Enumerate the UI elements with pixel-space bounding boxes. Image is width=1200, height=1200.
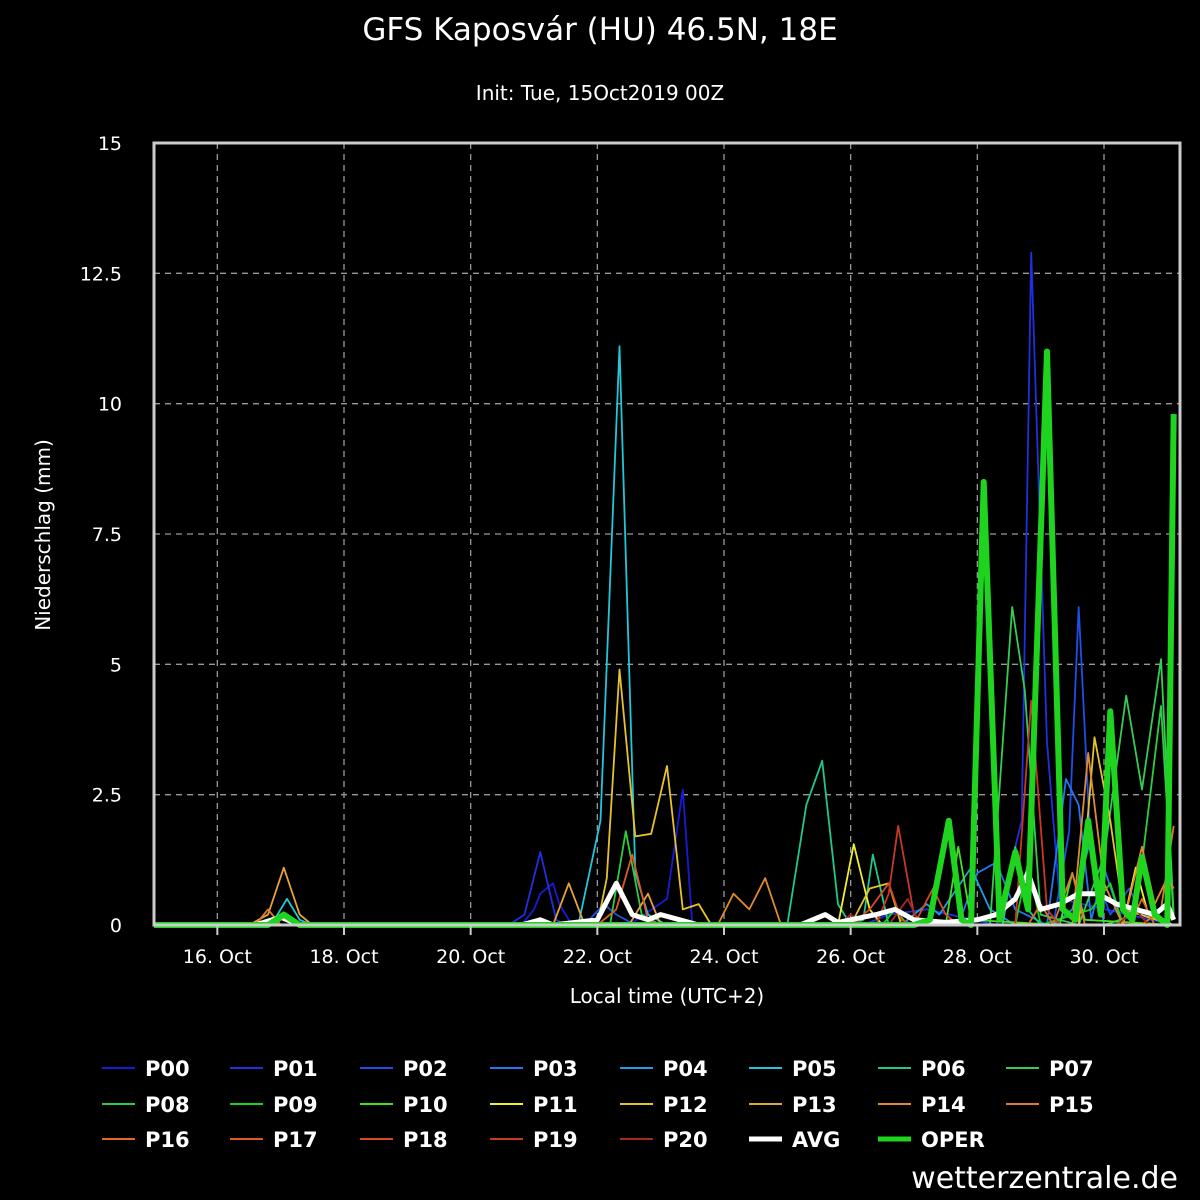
legend-label: AVG [792,1128,840,1152]
y-tick-label: 0 [110,915,122,937]
x-tick-label: 28. Oct [943,946,1012,968]
legend-label: P15 [1049,1093,1094,1117]
chart-title: GFS Kaposvár (HU) 46.5N, 18E [362,12,837,48]
x-tick-label: 18. Oct [309,946,378,968]
y-axis-ticks: 0 2.5 5 7.5 10 12.5 15 [80,133,122,937]
legend-label: P01 [273,1057,318,1081]
legend-label: P19 [533,1128,578,1152]
legend-label: P03 [533,1057,578,1081]
legend-label: P05 [792,1057,837,1081]
legend-label: P08 [145,1093,190,1117]
series-lines [154,251,1177,928]
x-axis-ticks: 16. Oct 18. Oct 20. Oct 22. Oct 24. Oct 26. O… [183,925,1139,968]
x-axis-label: Local time (UTC+2) [570,984,764,1008]
legend: P00 P01 P02 P03 P04 P05 P06 P07 P08 P09 P10 P11 P12 P… [102,1057,1094,1152]
legend-label: P06 [921,1057,966,1081]
x-tick-label: 26. Oct [816,946,885,968]
y-tick-label: 2.5 [92,785,122,807]
watermark: wetterzentrale.de [911,1161,1178,1196]
legend-label: P10 [403,1093,448,1117]
legend-label: P00 [145,1057,190,1081]
plot-frame [152,141,1182,927]
y-tick-label: 10 [98,394,122,416]
legend-label: P09 [273,1093,318,1117]
legend-label: P13 [792,1093,837,1117]
legend-label: P20 [663,1128,708,1152]
legend-label: P07 [1049,1057,1094,1081]
y-tick-label: 12.5 [80,263,122,285]
legend-label: P12 [663,1093,708,1117]
x-tick-label: 16. Oct [183,946,252,968]
x-tick-label: 22. Oct [563,946,632,968]
y-tick-label: 5 [110,654,122,676]
series-line-p01 [154,251,1174,926]
legend-label: OPER [921,1128,985,1152]
legend-label: P14 [921,1093,966,1117]
y-tick-label: 15 [98,133,122,155]
x-tick-label: 24. Oct [689,946,758,968]
x-tick-label: 30. Oct [1069,946,1138,968]
series-line-p20 [154,898,1174,926]
y-tick-label: 7.5 [92,524,122,546]
legend-label: P17 [273,1128,318,1152]
x-tick-label: 20. Oct [436,946,505,968]
legend-label: P11 [533,1093,578,1117]
legend-label: P02 [403,1057,448,1081]
legend-label: P18 [403,1128,448,1152]
legend-label: P04 [663,1057,708,1081]
y-axis-label: Niederschlag (mm) [31,439,55,631]
legend-label: P16 [145,1128,190,1152]
chart-subtitle: Init: Tue, 15Oct2019 00Z [476,81,724,105]
